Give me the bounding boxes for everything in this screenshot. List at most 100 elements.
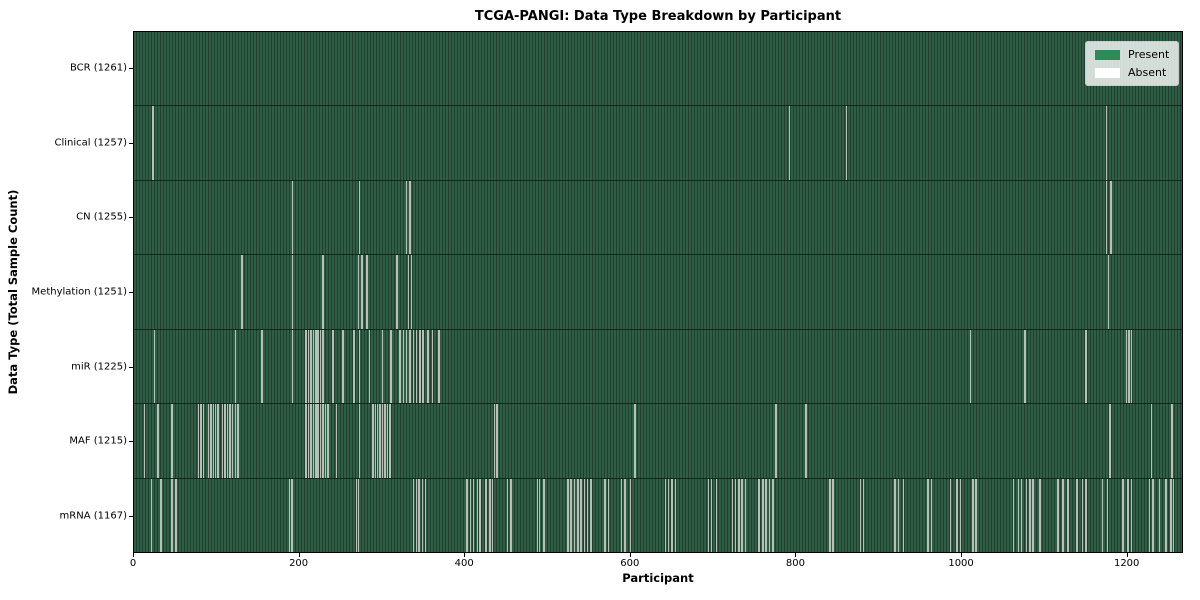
y-tick-label-clinical: Clinical (1257) <box>54 137 128 149</box>
legend-label-present: Present <box>1128 48 1170 61</box>
absent-gap-line <box>234 404 237 478</box>
absent-gap-line <box>1076 478 1078 552</box>
absent-gap-line <box>744 478 747 552</box>
absent-gap-line <box>212 404 215 478</box>
y-tick-label-maf: MAF (1215) <box>69 435 127 447</box>
x-tick-label-1200: 1200 <box>1113 558 1140 569</box>
absent-gap-line <box>217 404 219 478</box>
absent-gap-line <box>366 255 368 329</box>
absent-gap-line <box>1105 180 1108 255</box>
absent-gap-line <box>570 478 572 552</box>
absent-gap-line <box>410 255 413 329</box>
absent-gap-line <box>310 329 312 404</box>
absent-gap-line <box>930 478 933 552</box>
absent-gap-line <box>496 404 498 478</box>
x-axis-ticks: 0 200 400 600 800 1000 1200 <box>129 553 1183 573</box>
absent-gap-line <box>291 180 294 255</box>
absent-gap-line <box>620 478 623 552</box>
absent-gap-line <box>1107 255 1110 329</box>
absent-gap-line <box>438 329 440 404</box>
absent-gap-line <box>202 404 205 478</box>
y-tick-mark <box>129 292 133 293</box>
absent-gap-line <box>1067 478 1069 552</box>
absent-gap-line <box>175 478 177 552</box>
present-swatch-icon <box>1095 49 1120 60</box>
absent-gap-line <box>153 329 156 404</box>
heatmap-row-mir <box>134 329 1182 405</box>
absent-gap-line <box>1025 478 1028 552</box>
absent-gap-line <box>415 329 418 404</box>
absent-gap-line <box>1128 329 1130 404</box>
x-tick-label-400: 400 <box>454 558 474 569</box>
heatmap-row-methylation <box>134 255 1182 330</box>
absent-gap-line <box>372 404 374 478</box>
absent-gap-line <box>207 404 210 478</box>
absent-gap-line <box>897 478 900 552</box>
absent-gap-line <box>536 478 538 552</box>
absent-gap-line <box>1039 478 1041 552</box>
absent-gap-line <box>491 478 494 552</box>
legend-entry-absent: Absent <box>1095 66 1169 79</box>
absent-gap-line <box>1127 478 1129 552</box>
absent-gap-line <box>407 255 410 329</box>
absent-gap-line <box>358 404 361 478</box>
absent-gap-line <box>160 478 162 552</box>
absent-gap-line <box>506 478 509 552</box>
absent-gap-line <box>674 478 677 552</box>
absent-gap-line <box>431 329 434 404</box>
absent-gap-line <box>543 478 545 552</box>
absent-gap-line <box>538 478 541 552</box>
absent-gap-line <box>427 329 429 404</box>
absent-gap-line <box>157 404 159 478</box>
absent-gap-line <box>399 329 401 404</box>
absent-gap-line <box>224 404 226 478</box>
absent-gap-line <box>1024 329 1026 404</box>
absent-swatch-icon <box>1095 67 1120 78</box>
absent-gap-line <box>322 329 324 404</box>
absent-gap-line <box>1085 478 1087 552</box>
absent-gap-line <box>959 478 962 552</box>
absent-gap-line <box>1152 478 1154 552</box>
legend-entry-present: Present <box>1095 48 1169 61</box>
y-tick-label-mrna: mRNA (1167) <box>59 510 127 522</box>
absent-gap-line <box>1081 478 1084 552</box>
absent-gap-line <box>221 404 224 478</box>
x-tick-label-0: 0 <box>129 558 137 569</box>
absent-gap-line <box>734 478 737 552</box>
absent-gap-line <box>307 404 310 478</box>
absent-gap-line <box>342 329 344 404</box>
y-tick-label-mir: miR (1225) <box>71 361 127 373</box>
absent-gap-line <box>476 478 479 552</box>
absent-gap-line <box>402 329 405 404</box>
absent-gap-line <box>1150 404 1153 478</box>
absent-gap-line <box>741 478 743 552</box>
absent-gap-line <box>291 255 294 329</box>
absent-gap-line <box>772 478 774 552</box>
absent-gap-line <box>241 255 243 329</box>
heatmap-row-clinical <box>134 106 1182 181</box>
x-tick-label-800: 800 <box>785 558 805 569</box>
absent-gap-line <box>671 478 673 552</box>
absent-gap-line <box>1085 329 1087 404</box>
absent-gap-line <box>381 329 384 404</box>
x-tick-label-600: 600 <box>620 558 640 569</box>
absent-gap-line <box>422 329 424 404</box>
absent-gap-line <box>862 478 865 552</box>
absent-gap-line <box>1101 478 1104 552</box>
absent-gap-line <box>361 255 363 329</box>
absent-gap-line <box>327 404 329 478</box>
absent-gap-line <box>418 478 420 552</box>
absent-gap-line <box>210 404 212 478</box>
absent-gap-line <box>1110 180 1112 255</box>
absent-gap-line <box>152 106 154 180</box>
x-tick-mark <box>961 553 963 557</box>
absent-gap-line <box>389 404 391 478</box>
absent-gap-line <box>845 106 848 180</box>
absent-gap-line <box>567 478 569 552</box>
absent-gap-line <box>1130 329 1133 404</box>
absent-gap-line <box>832 478 834 552</box>
absent-gap-line <box>1148 478 1151 552</box>
absent-gap-line <box>226 404 229 478</box>
absent-gap-line <box>1012 478 1015 552</box>
absent-gap-line <box>197 404 200 478</box>
